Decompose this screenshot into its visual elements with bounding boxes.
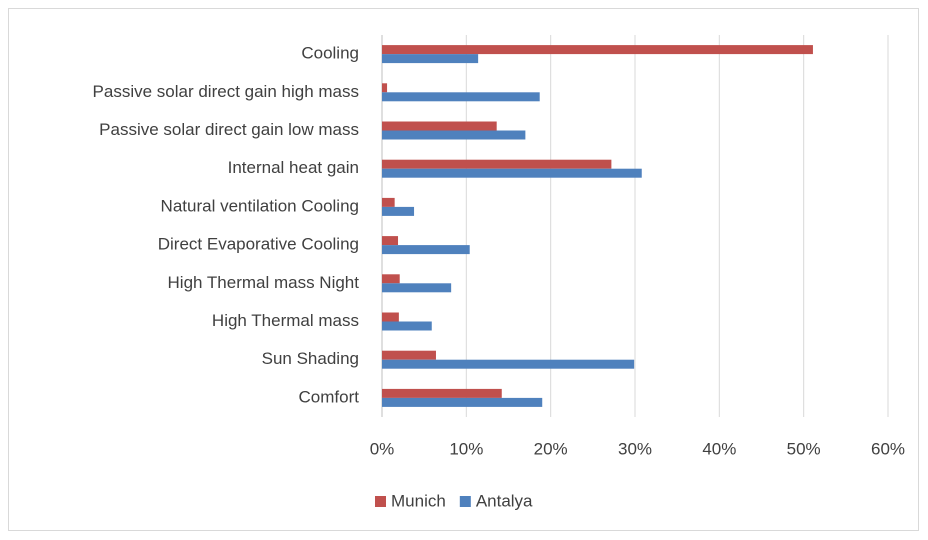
- bar: [382, 197, 395, 207]
- y-tick-label: Cooling: [301, 44, 359, 63]
- bar: [382, 92, 540, 102]
- bar: [382, 397, 543, 407]
- bar: [382, 245, 470, 255]
- x-tick-label: 50%: [787, 439, 821, 458]
- bar: [382, 321, 432, 331]
- y-tick-label: Passive solar direct gain low mass: [99, 120, 359, 139]
- y-tick-label: High Thermal mass Night: [168, 273, 360, 292]
- bar: [382, 388, 502, 398]
- bar: [382, 159, 612, 169]
- bar: [382, 312, 399, 322]
- x-tick-label: 0%: [370, 439, 395, 458]
- bar: [382, 168, 642, 178]
- bar: [382, 350, 436, 360]
- bar: [382, 121, 497, 131]
- bar: [382, 236, 399, 246]
- legend-swatch: [375, 496, 386, 507]
- y-tick-label: High Thermal mass: [212, 311, 359, 330]
- bar: [382, 206, 415, 216]
- legend-swatch: [459, 496, 471, 507]
- bar: [382, 283, 452, 293]
- legend-label: Antalya: [476, 491, 533, 510]
- x-tick-label: 20%: [534, 439, 568, 458]
- bar: [382, 83, 388, 93]
- bar: [382, 359, 635, 369]
- bar: [382, 45, 813, 55]
- legend-label: Munich: [391, 491, 446, 510]
- y-tick-label: Passive solar direct gain high mass: [93, 82, 359, 101]
- x-tick-label: 60%: [871, 439, 905, 458]
- bar: [382, 130, 526, 140]
- x-tick-label: 30%: [618, 439, 652, 458]
- bar: [382, 274, 400, 284]
- y-tick-label: Internal heat gain: [228, 158, 359, 177]
- x-tick-label: 10%: [449, 439, 483, 458]
- x-tick-label: 40%: [702, 439, 736, 458]
- y-tick-label: Sun Shading: [262, 349, 359, 368]
- bar: [382, 54, 479, 64]
- y-tick-label: Comfort: [299, 387, 360, 406]
- y-tick-label: Natural ventilation Cooling: [161, 196, 359, 215]
- y-tick-label: Direct Evaporative Cooling: [158, 235, 359, 254]
